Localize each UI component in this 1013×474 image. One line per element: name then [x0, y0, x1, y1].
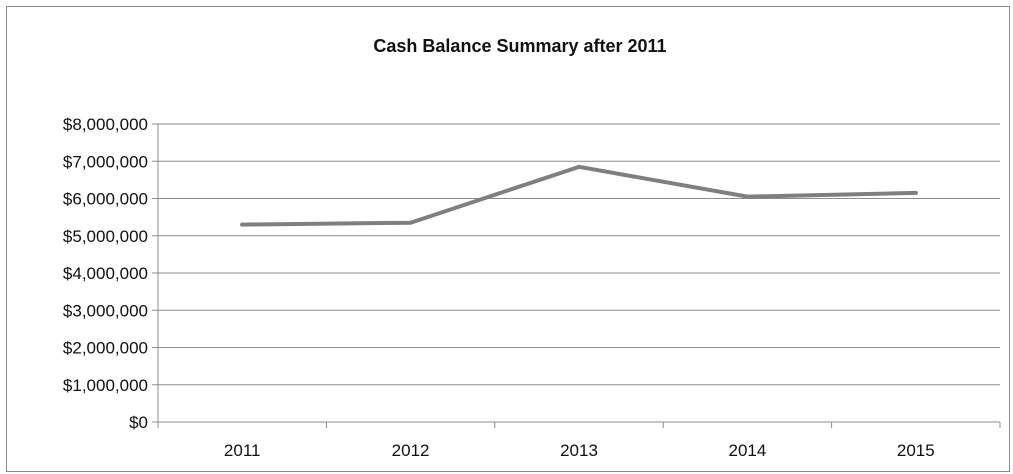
data-point: [408, 220, 413, 225]
chart-title: Cash Balance Summary after 2011: [373, 36, 666, 56]
chart-frame: [6, 6, 1010, 472]
data-point: [913, 190, 918, 195]
data-point: [577, 164, 581, 169]
x-tick-label: 2012: [392, 441, 430, 460]
data-point: [745, 194, 750, 199]
y-tick-labels: $0 $1,000,000 $2,000,000 $3,000,000 $4,000,0…: [63, 115, 148, 432]
y-tick-label: $7,000,000: [63, 152, 148, 171]
y-tick-label: $8,000,000: [63, 115, 148, 134]
y-tick-label: $0: [129, 413, 148, 432]
axes: [152, 123, 1001, 428]
y-tick-label: $6,000,000: [63, 190, 148, 209]
series-layer: [240, 164, 918, 227]
x-tick-label: 2015: [897, 441, 935, 460]
y-tick-label: $5,000,000: [63, 227, 148, 246]
y-tick-label: $3,000,000: [63, 301, 148, 320]
y-tick-label: $1,000,000: [63, 376, 148, 395]
x-tick-label: 2011: [224, 441, 261, 460]
grid-lines: [158, 123, 1000, 386]
x-tick-label: 2013: [560, 441, 598, 460]
y-tick-label: $2,000,000: [63, 339, 148, 358]
data-point: [240, 222, 245, 227]
x-tick-labels: 2011 2012 2013 2014 2015: [224, 441, 935, 460]
x-tick-label: 2014: [728, 441, 766, 460]
series-line: [240, 164, 918, 227]
y-tick-label: $4,000,000: [63, 264, 148, 283]
